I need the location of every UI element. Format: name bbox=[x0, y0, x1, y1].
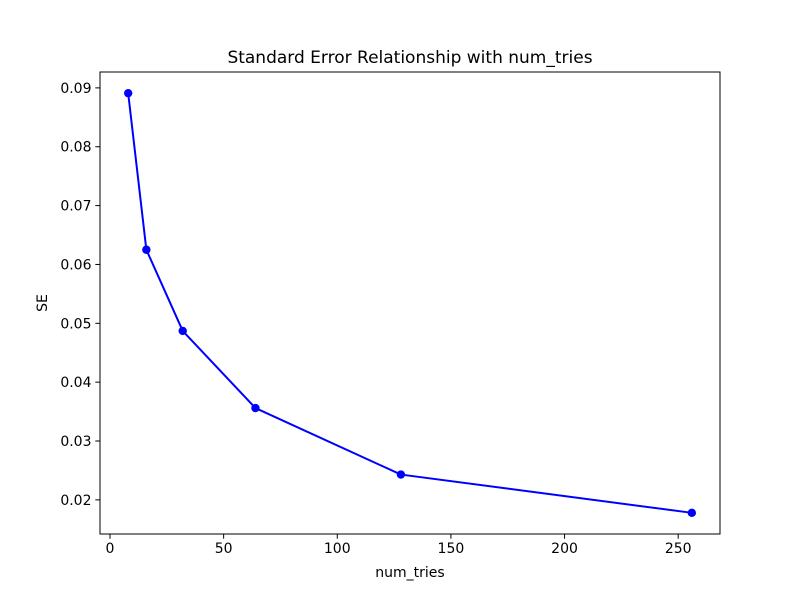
y-tick-label: 0.09 bbox=[60, 81, 91, 97]
plot-background bbox=[100, 72, 720, 534]
chart-title: Standard Error Relationship with num_tri… bbox=[227, 48, 592, 68]
y-tick-label: 0.05 bbox=[60, 316, 91, 332]
x-tick-label: 250 bbox=[665, 541, 692, 557]
x-tick-label: 0 bbox=[106, 541, 115, 557]
data-point-marker bbox=[251, 403, 260, 413]
y-axis-ticks: 0.02 0.03 0.04 0.05 0.06 0.07 0.08 0.09 bbox=[60, 81, 100, 509]
data-point-marker bbox=[396, 470, 406, 479]
se-line bbox=[127, 92, 693, 514]
y-axis-label: SE bbox=[35, 294, 51, 312]
y-tick-label: 0.03 bbox=[60, 434, 91, 450]
y-tick-label: 0.08 bbox=[60, 140, 91, 156]
data-points bbox=[123, 88, 697, 518]
y-tick-label: 0.06 bbox=[60, 257, 91, 273]
x-tick-label: 150 bbox=[438, 541, 465, 557]
x-axis-ticks: 0 50 100 150 200 250 bbox=[106, 534, 692, 557]
se-line-series bbox=[127, 92, 693, 514]
data-point-marker bbox=[123, 88, 133, 98]
data-point-marker bbox=[687, 508, 697, 518]
x-tick-label: 200 bbox=[551, 541, 578, 557]
x-axis-label: num_tries bbox=[375, 565, 444, 581]
y-tick-label: 0.02 bbox=[60, 493, 91, 509]
y-tick-label: 0.04 bbox=[60, 375, 91, 391]
plot-area-border bbox=[99, 71, 721, 535]
x-tick-label: 100 bbox=[324, 541, 351, 557]
y-tick-label: 0.07 bbox=[60, 199, 91, 215]
x-tick-label: 50 bbox=[215, 541, 233, 557]
data-point-marker bbox=[142, 245, 151, 254]
data-point-marker bbox=[178, 326, 187, 336]
